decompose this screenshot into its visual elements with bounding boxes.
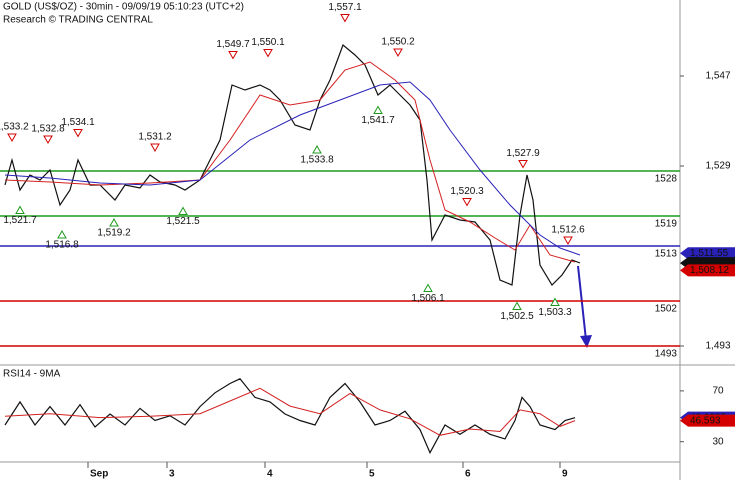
high-marker <box>263 49 273 58</box>
low-marker <box>423 283 433 292</box>
high-marker <box>7 133 17 143</box>
series-line <box>4 61 576 263</box>
forecast-arrow <box>577 265 587 341</box>
annotation-label: 1,541.7 <box>361 115 395 126</box>
high-marker <box>150 143 160 153</box>
annotation-label: 1,550.1 <box>251 37 285 48</box>
level-label: 1502 <box>655 304 678 315</box>
low-marker <box>57 229 67 239</box>
price-tag <box>680 414 735 427</box>
level-label: 1513 <box>655 249 678 260</box>
chart-title: GOLD (US$/OZ) - 30min - 09/09/19 05:10:2… <box>3 2 244 13</box>
level-label: 1528 <box>655 174 678 185</box>
high-marker <box>228 51 238 60</box>
low-marker <box>512 301 522 310</box>
annotation-label: 1,549.7 <box>216 39 250 50</box>
price-tag <box>680 247 735 260</box>
x-tick-label: 9 <box>562 469 568 480</box>
annotation-label: 1,506.1 <box>411 293 445 304</box>
low-marker <box>109 217 119 227</box>
price-tag <box>680 264 735 277</box>
forecast-arrow-head <box>580 335 592 348</box>
annotation-label: 1,503.3 <box>538 307 572 318</box>
annotation-label: 1,512.6 <box>551 225 585 236</box>
series-line <box>4 43 581 286</box>
series-line <box>4 378 576 455</box>
annotation-label: 1,531.2 <box>138 132 172 143</box>
low-marker <box>15 205 25 214</box>
x-tick-label: Sep <box>90 469 108 480</box>
y-tick-label: 1,493 <box>705 341 730 352</box>
high-marker <box>462 198 472 207</box>
annotation-label: 1,550.2 <box>381 37 415 48</box>
annotation-label: 1,532.8 <box>31 124 65 135</box>
level-label: 1519 <box>655 219 678 230</box>
y-tick-label: 1,529 <box>705 161 730 172</box>
annotation-label: 1,534.1 <box>61 117 95 128</box>
high-marker <box>563 236 573 246</box>
price-tag-label: 1,511.55 <box>690 248 729 259</box>
annotation-label: 1,519.2 <box>97 228 131 239</box>
y-tick-label: 1,547 <box>705 71 730 82</box>
annotation-label: 1,516.8 <box>45 240 79 251</box>
high-marker <box>73 129 83 138</box>
low-marker <box>373 105 383 114</box>
annotation-label: 1,521.5 <box>166 216 200 227</box>
low-marker <box>178 206 188 215</box>
high-marker <box>518 160 528 169</box>
price-tag-label: 1,509.57 <box>690 258 729 269</box>
high-marker <box>393 48 403 58</box>
chart-source: Research © TRADING CENTRAL <box>3 15 153 26</box>
x-tick-label: 4 <box>267 469 273 480</box>
price-tag-label: 1,508.12 <box>690 265 729 276</box>
annotation-label: 1,527.9 <box>506 148 540 159</box>
series-line <box>4 81 581 256</box>
annotation-label: 1,520.3 <box>450 186 484 197</box>
x-tick-label: 6 <box>465 469 471 480</box>
x-tick-label: 3 <box>169 469 175 480</box>
y-tick-label: 30 <box>712 436 724 447</box>
annotation-label: 1,533.8 <box>300 155 334 166</box>
price-tag-label: 46.593 <box>690 415 721 426</box>
high-marker <box>340 14 350 23</box>
x-tick-label: 5 <box>369 469 375 480</box>
y-tick-label: 70 <box>712 386 724 397</box>
annotation-label: 1,502.5 <box>500 311 534 322</box>
high-marker <box>43 135 53 145</box>
series-line <box>4 387 576 436</box>
panel-title: RSI14 - 9MA <box>3 369 61 380</box>
low-marker <box>312 144 322 154</box>
annotation-label: 1,557.1 <box>328 2 362 13</box>
level-label: 1493 <box>655 349 678 360</box>
annotation-label: 1,533.2 <box>0 122 29 133</box>
annotation-label: 1,521.7 <box>3 215 37 226</box>
low-marker <box>550 297 560 306</box>
